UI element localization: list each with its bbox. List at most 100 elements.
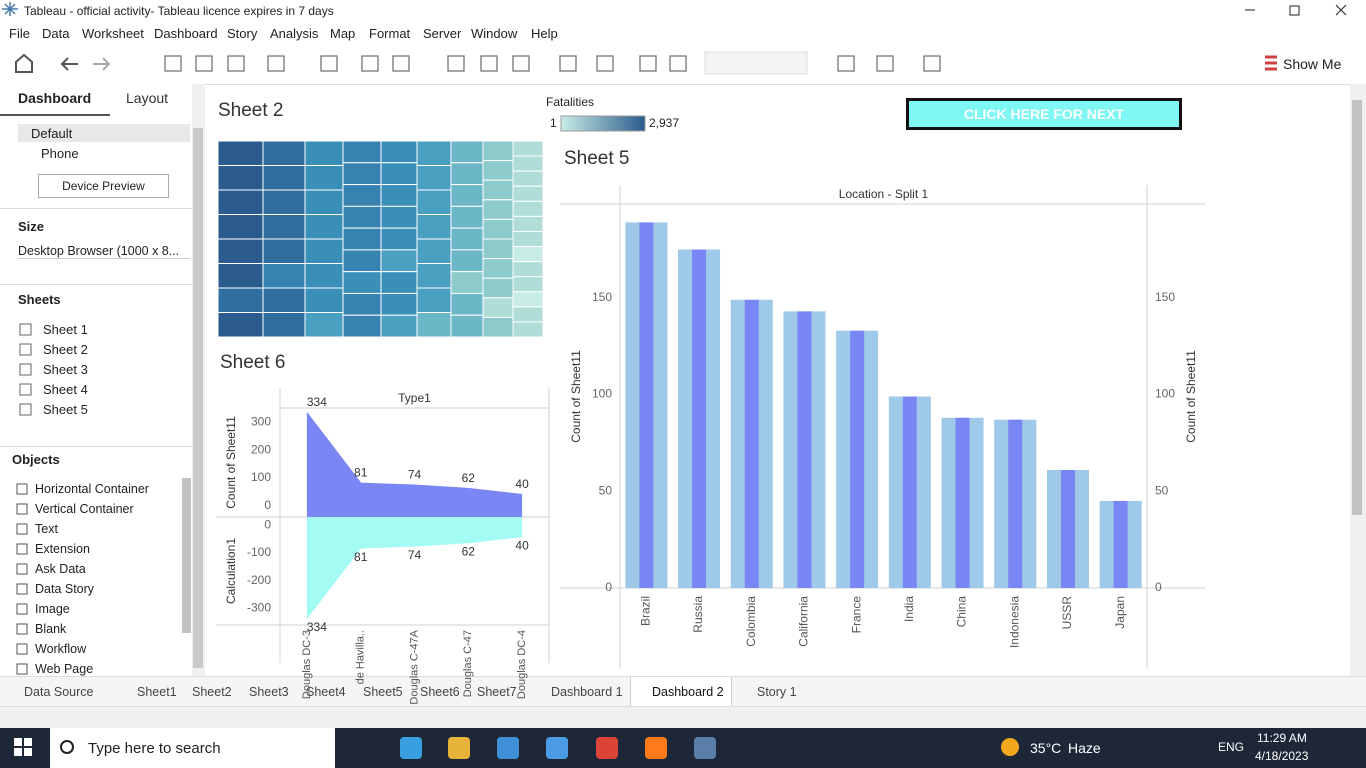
next-button[interactable]: CLICK HERE FOR NEXT xyxy=(906,98,1182,130)
treemap-cell xyxy=(342,162,382,186)
toolbar-icon[interactable] xyxy=(596,55,614,72)
menu-item[interactable]: Analysis xyxy=(270,26,319,41)
active-tab[interactable] xyxy=(630,677,732,706)
taskbar-app[interactable] xyxy=(694,737,716,759)
canvas-scroll-thumb[interactable] xyxy=(193,128,203,668)
toolbar-icon[interactable] xyxy=(639,55,657,72)
sheet-item[interactable]: Sheet 4 xyxy=(43,382,88,397)
windows-logo[interactable] xyxy=(14,738,22,746)
device-preview-button[interactable]: Device Preview xyxy=(38,174,169,198)
sheet-item[interactable]: Sheet 1 xyxy=(43,322,88,337)
taskbar-app[interactable] xyxy=(400,737,422,759)
menu-item[interactable]: Data xyxy=(42,26,70,41)
sheet-tab[interactable]: Dashboard 2 xyxy=(652,685,724,699)
scroll-thumb[interactable] xyxy=(1352,100,1362,515)
menu-item[interactable]: File xyxy=(9,26,30,41)
sheet-tab[interactable]: Story 1 xyxy=(757,685,797,699)
sheet-tab[interactable]: Dashboard 1 xyxy=(551,685,623,699)
weather-temp: 35°C xyxy=(1030,740,1062,756)
toolbar-icon[interactable] xyxy=(480,55,498,72)
y-tick-label: 0 xyxy=(264,498,271,512)
show-me-button[interactable]: Show Me xyxy=(1283,56,1342,72)
windows-logo[interactable] xyxy=(24,738,32,746)
object-item[interactable]: Workflow xyxy=(35,642,87,656)
sheet-item[interactable]: Sheet 5 xyxy=(43,402,88,417)
windows-logo[interactable] xyxy=(14,748,22,756)
object-item[interactable]: Vertical Container xyxy=(35,502,134,516)
search-icon[interactable] xyxy=(60,740,74,754)
taskbar-app[interactable] xyxy=(546,737,568,759)
toolbar-icon[interactable] xyxy=(512,55,530,72)
taskbar-app[interactable] xyxy=(645,737,667,759)
objects-scroll-thumb[interactable] xyxy=(182,478,191,633)
device-option[interactable]: Phone xyxy=(41,146,79,161)
sheet-item[interactable]: Sheet 3 xyxy=(43,362,88,377)
toolbar-icon[interactable] xyxy=(392,55,410,72)
object-item[interactable]: Blank xyxy=(35,622,67,636)
object-item[interactable]: Ask Data xyxy=(35,562,86,576)
sheet-tab[interactable]: Sheet7 xyxy=(477,685,517,699)
toolbar-icon[interactable] xyxy=(447,55,465,72)
toolbar-icon[interactable] xyxy=(876,55,894,72)
toolbar-icon[interactable] xyxy=(361,55,379,72)
toolbar-icon[interactable] xyxy=(559,55,577,72)
device-selected[interactable] xyxy=(18,124,190,142)
sheet-tab[interactable]: Data Source xyxy=(24,685,94,699)
object-item[interactable]: Horizontal Container xyxy=(35,482,149,496)
object-item[interactable]: Text xyxy=(35,522,58,536)
treemap-cell xyxy=(450,227,484,251)
pane-header: Type1 xyxy=(398,391,431,405)
toolbar-icon[interactable] xyxy=(923,55,941,72)
toolbar-icon[interactable] xyxy=(164,55,182,72)
panel-tab[interactable]: Dashboard xyxy=(18,90,92,106)
sheet-tab[interactable]: Sheet2 xyxy=(192,685,232,699)
undo-icon[interactable] xyxy=(60,57,78,71)
sheet-tab[interactable]: Sheet6 xyxy=(420,685,460,699)
taskbar-app[interactable] xyxy=(596,737,618,759)
object-icon xyxy=(16,643,28,655)
menu-item[interactable]: Worksheet xyxy=(82,26,144,41)
toolbar-icon[interactable] xyxy=(227,55,245,72)
home-icon[interactable] xyxy=(15,53,33,73)
toolbar-icon[interactable] xyxy=(669,55,687,72)
menu-item[interactable]: Server xyxy=(423,26,462,41)
menu-item[interactable]: Map xyxy=(330,26,356,41)
device-option[interactable]: Default xyxy=(31,126,73,141)
object-item[interactable]: Extension xyxy=(35,542,90,556)
menu-item[interactable]: Format xyxy=(369,26,411,41)
object-item[interactable]: Data Story xyxy=(35,582,95,596)
taskbar-app[interactable] xyxy=(448,737,470,759)
sheet-item[interactable]: Sheet 2 xyxy=(43,342,88,357)
taskbar-app[interactable] xyxy=(497,737,519,759)
treemap-cell xyxy=(512,230,544,248)
toolbar-icon[interactable] xyxy=(267,55,285,72)
menu-item[interactable]: Window xyxy=(471,26,518,41)
sheet-tab[interactable]: Sheet3 xyxy=(249,685,289,699)
menu-item[interactable]: Help xyxy=(531,26,558,41)
sheet-tab[interactable]: Sheet1 xyxy=(137,685,177,699)
toolbar-icon[interactable] xyxy=(837,55,855,72)
show-me-icon[interactable] xyxy=(1265,55,1277,71)
sheet-tab[interactable]: Sheet5 xyxy=(363,685,403,699)
object-icon xyxy=(16,483,28,495)
search-placeholder[interactable]: Type here to search xyxy=(88,740,221,757)
redo-icon[interactable] xyxy=(93,57,111,71)
restore-icon[interactable] xyxy=(1289,5,1300,16)
object-icon xyxy=(16,563,28,575)
object-icon xyxy=(16,503,28,515)
panel-tab[interactable]: Layout xyxy=(126,90,169,106)
treemap-cell xyxy=(482,218,514,240)
object-item[interactable]: Image xyxy=(35,602,70,616)
menu-item[interactable]: Story xyxy=(227,26,258,41)
object-item[interactable]: Web Page xyxy=(35,662,94,676)
toolbar-icon[interactable] xyxy=(320,55,338,72)
sheet-tab[interactable]: Sheet4 xyxy=(306,685,346,699)
menu-item[interactable]: Dashboard xyxy=(154,26,218,41)
size-dropdown[interactable]: Desktop Browser (1000 x 8... xyxy=(18,244,190,259)
toolbar-icon[interactable] xyxy=(195,55,213,72)
treemap-cell xyxy=(416,238,452,264)
treemap-cell xyxy=(262,287,306,313)
close-icon[interactable] xyxy=(1335,4,1347,16)
search-box[interactable] xyxy=(50,728,335,768)
windows-logo[interactable] xyxy=(24,748,32,756)
